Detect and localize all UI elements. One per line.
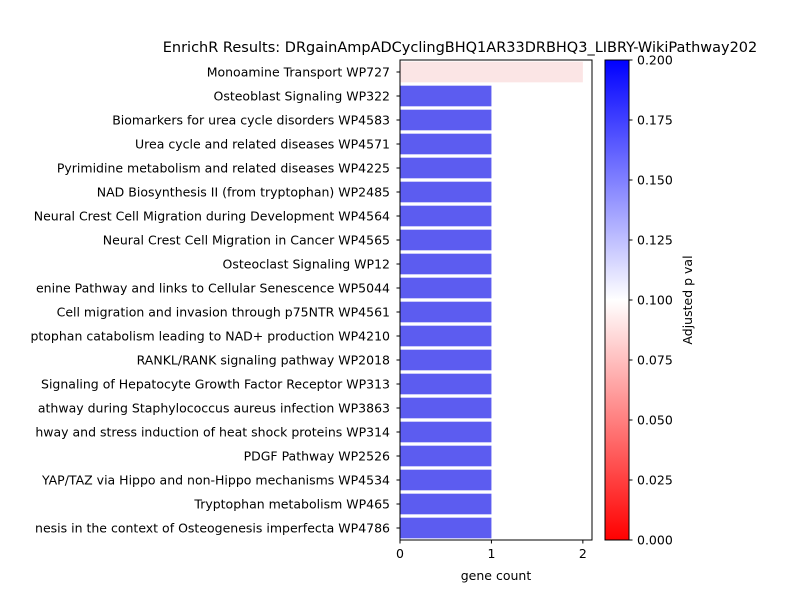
colorbar-tick-label: 0.100 bbox=[637, 293, 673, 308]
bar bbox=[400, 397, 492, 419]
bar bbox=[400, 205, 492, 227]
y-tick-label: Neural Crest Cell Migration in Cancer WP… bbox=[103, 233, 390, 248]
x-tick-label: 0 bbox=[396, 546, 404, 561]
bar bbox=[400, 493, 492, 515]
colorbar-label: Adjusted p val bbox=[680, 255, 695, 344]
colorbar-tick-label: 0.175 bbox=[637, 113, 673, 128]
y-tick-label: enine Pathway and links to Cellular Sene… bbox=[36, 281, 390, 296]
bar bbox=[400, 301, 492, 323]
bar bbox=[400, 445, 492, 467]
bar bbox=[400, 229, 492, 251]
y-tick-label: YAP/TAZ via Hippo and non-Hippo mechanis… bbox=[41, 473, 390, 488]
bar bbox=[400, 277, 492, 299]
x-axis-label: gene count bbox=[461, 568, 532, 583]
colorbar-tick-label: 0.050 bbox=[637, 413, 673, 428]
y-tick-label: Signaling of Hepatocyte Growth Factor Re… bbox=[41, 377, 390, 392]
colorbar-tick-label: 0.000 bbox=[637, 533, 673, 548]
y-tick-label: hway and stress induction of heat shock … bbox=[35, 425, 390, 440]
bar bbox=[400, 157, 492, 179]
y-tick-label: NAD Biosynthesis II (from tryptophan) WP… bbox=[97, 185, 390, 200]
bar bbox=[400, 253, 492, 275]
y-tick-labels: Monoamine Transport WP727 Osteoblast Sign… bbox=[30, 65, 400, 536]
y-tick-label: Urea cycle and related diseases WP4571 bbox=[135, 137, 390, 152]
bar bbox=[400, 469, 492, 491]
y-tick-label: Osteoclast Signaling WP12 bbox=[223, 257, 391, 272]
bar bbox=[400, 181, 492, 203]
bar bbox=[400, 373, 492, 395]
colorbar-tick-label: 0.025 bbox=[637, 473, 673, 488]
bar bbox=[400, 517, 492, 539]
colorbar-tick-label: 0.125 bbox=[637, 233, 673, 248]
colorbar-gradient bbox=[604, 59, 630, 541]
y-tick-label: athway during Staphylococcus aureus infe… bbox=[38, 401, 390, 416]
plot-frame bbox=[399, 59, 593, 541]
bar bbox=[400, 85, 492, 107]
bar bbox=[400, 61, 583, 83]
chart-title: EnrichR Results: DRgainAmpADCyclingBHQ1A… bbox=[163, 40, 758, 56]
colorbar-tick-label: 0.150 bbox=[637, 173, 673, 188]
bar bbox=[400, 421, 492, 443]
y-tick-label: Neural Crest Cell Migration during Devel… bbox=[34, 209, 390, 224]
x-axis: 0 1 2 bbox=[396, 540, 587, 561]
bar bbox=[400, 109, 492, 131]
y-tick-label: nesis in the context of Osteogenesis imp… bbox=[35, 521, 390, 536]
x-tick-label: 2 bbox=[579, 546, 587, 561]
colorbar-tick-label: 0.075 bbox=[637, 353, 673, 368]
colorbar-tick-label: 0.200 bbox=[637, 53, 673, 68]
y-tick-label: RANKL/RANK signaling pathway WP2018 bbox=[137, 353, 390, 368]
y-tick-label: PDGF Pathway WP2526 bbox=[244, 449, 390, 464]
x-tick-label: 1 bbox=[487, 546, 495, 561]
y-tick-label: Osteoblast Signaling WP322 bbox=[213, 89, 390, 104]
y-tick-label: Cell migration and invasion through p75N… bbox=[57, 305, 390, 320]
bar bbox=[400, 325, 492, 347]
bar-group bbox=[400, 61, 583, 539]
y-tick-label: Biomarkers for urea cycle disorders WP45… bbox=[112, 113, 390, 128]
y-tick-label: Tryptophan metabolism WP465 bbox=[193, 497, 390, 512]
y-tick-label: Monoamine Transport WP727 bbox=[207, 65, 390, 80]
bar bbox=[400, 133, 492, 155]
bar bbox=[400, 349, 492, 371]
colorbar: 0.000 0.025 0.050 0.075 0.100 0.125 0.150 0.175… bbox=[604, 53, 695, 548]
y-tick-label: Pyrimidine metabolism and related diseas… bbox=[57, 161, 390, 176]
y-tick-label: ptophan catabolism leading to NAD+ produ… bbox=[30, 329, 390, 344]
